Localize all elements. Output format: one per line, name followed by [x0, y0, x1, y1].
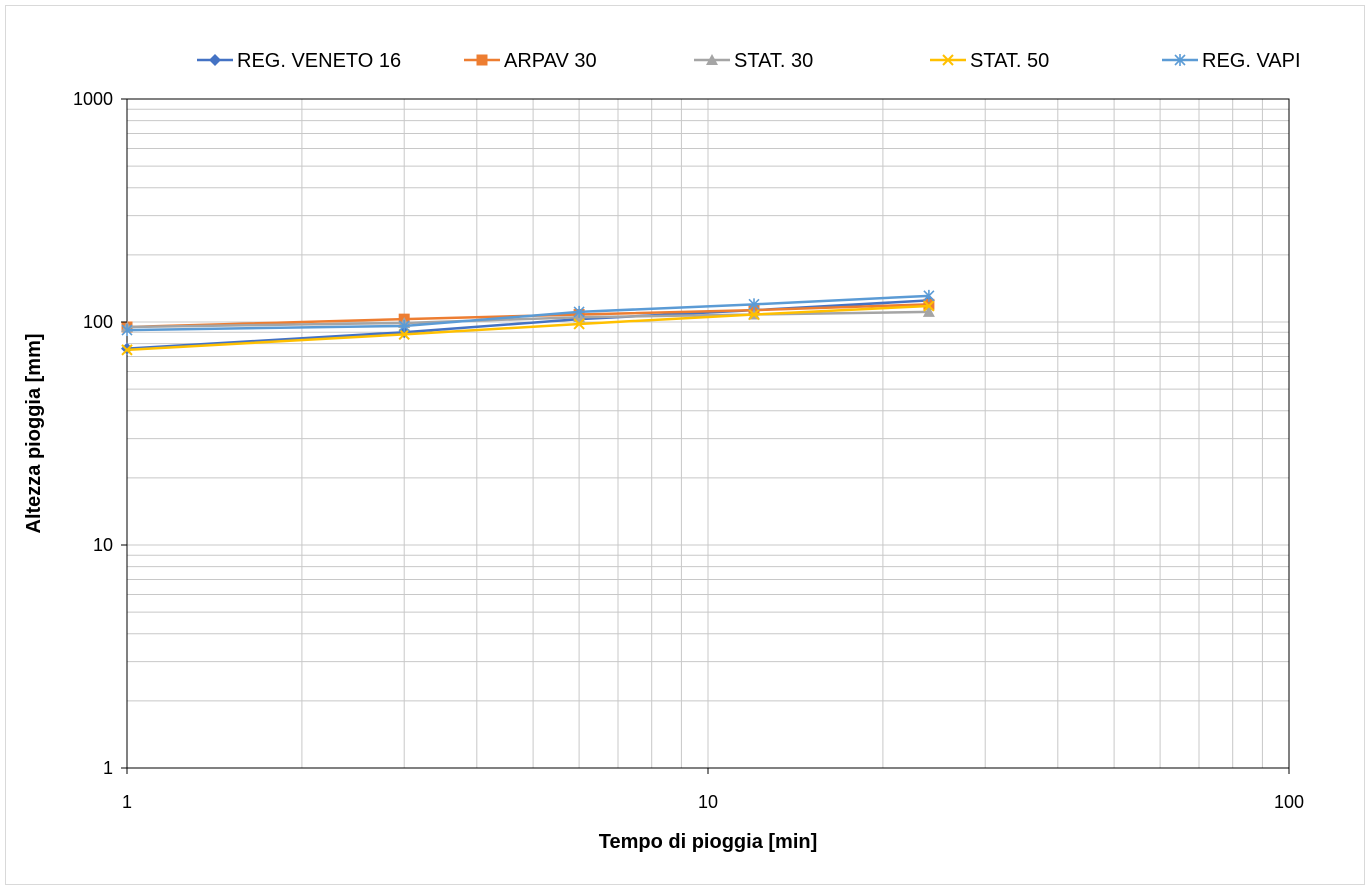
data-point	[923, 300, 935, 312]
legend-item: STAT. 30	[694, 50, 813, 72]
legend-marker	[476, 54, 488, 66]
marker-stroke	[748, 308, 760, 321]
tick-labels: 1 10 100 1 10 100 1000	[73, 89, 1304, 812]
data-point	[121, 324, 133, 337]
marker-stroke	[398, 328, 410, 341]
series-group	[121, 289, 935, 356]
legend-marker	[1174, 54, 1186, 66]
data-point	[121, 344, 133, 356]
legend-item: REG. VENETO 16	[197, 50, 401, 72]
legend-marker	[209, 54, 221, 66]
y-tick-label: 100	[83, 312, 113, 332]
legend-marker	[706, 54, 718, 65]
series-stat-50	[121, 300, 935, 356]
data-point	[922, 305, 935, 317]
x-tick-label: 100	[1274, 792, 1304, 812]
chart-frame	[5, 5, 1365, 885]
marker-stroke	[573, 318, 585, 330]
legend-label: REG. VAPI	[1202, 50, 1301, 72]
y-tick-label: 1	[103, 758, 113, 778]
legend: REG. VENETO 16 ARPAV 30 STAT. 30 STAT. 50 RE…	[197, 50, 1301, 72]
legend-label: ARPAV 30	[504, 50, 597, 72]
data-point	[923, 298, 935, 310]
data-point	[398, 328, 410, 341]
data-point	[748, 308, 760, 321]
y-tick-label: 1000	[73, 89, 113, 109]
marker-stroke	[923, 300, 935, 312]
legend-marker	[942, 54, 954, 66]
marker-stroke	[942, 54, 954, 66]
data-point	[398, 319, 410, 332]
series-reg-vapi	[121, 289, 935, 337]
data-point	[923, 289, 935, 302]
x-tick-label: 1	[122, 792, 132, 812]
legend-item: ARPAV 30	[464, 50, 597, 72]
x-axis-title: Tempo di pioggia [min]	[599, 831, 818, 853]
series-line	[126, 310, 929, 329]
data-point	[573, 318, 585, 330]
legend-label: STAT. 30	[734, 50, 813, 72]
y-axis-title: Altezza pioggia [mm]	[23, 333, 45, 533]
y-tick-label: 10	[93, 535, 113, 555]
legend-label: STAT. 50	[970, 50, 1049, 72]
data-point	[748, 298, 760, 311]
data-point	[573, 305, 585, 318]
legend-item: STAT. 50	[930, 50, 1049, 72]
marker-stroke	[121, 344, 133, 356]
grid	[127, 99, 1289, 768]
legend-item: REG. VAPI	[1162, 50, 1301, 72]
x-tick-label: 10	[698, 792, 718, 812]
legend-label: REG. VENETO 16	[237, 50, 401, 72]
